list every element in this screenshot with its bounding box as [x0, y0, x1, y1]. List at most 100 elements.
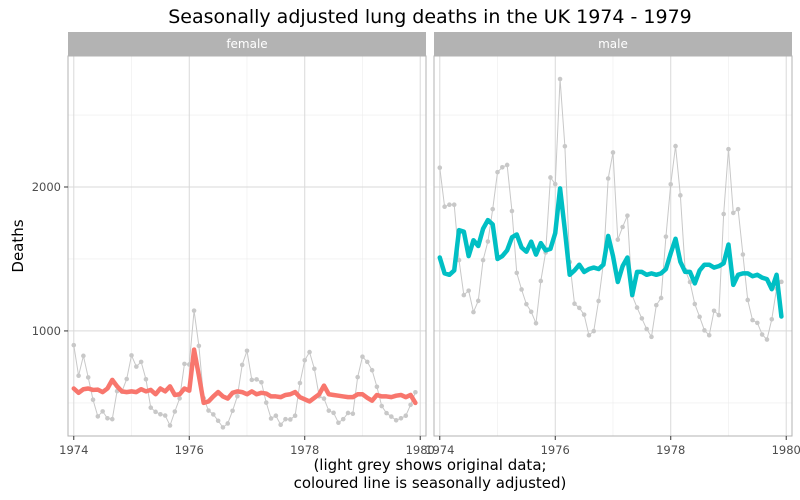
original-point: [750, 317, 755, 323]
original-point: [148, 405, 154, 410]
x-axis-title-line1: (light grey shows original data;: [313, 456, 546, 474]
original-point: [326, 408, 332, 413]
original-point: [485, 239, 491, 244]
original-point: [442, 204, 447, 210]
original-point: [495, 169, 500, 175]
original-point: [735, 206, 741, 212]
original-line-male: [439, 78, 782, 341]
original-point: [355, 374, 360, 380]
original-point: [581, 312, 587, 317]
original-point: [557, 76, 563, 82]
y-ticks: 1000 2000: [32, 180, 68, 338]
original-point: [759, 332, 765, 337]
original-series-female: [71, 308, 418, 430]
original-point: [702, 328, 707, 333]
original-point: [437, 165, 443, 170]
original-point: [721, 211, 726, 217]
y-tick-label: 1000: [32, 324, 61, 338]
original-point: [480, 257, 486, 263]
original-point: [331, 410, 336, 416]
original-point: [220, 425, 226, 430]
original-point: [239, 362, 245, 368]
original-point: [191, 308, 197, 313]
original-point: [591, 328, 597, 334]
original-point: [100, 409, 105, 414]
x-tick-label: 1976: [541, 443, 570, 457]
original-point: [90, 397, 96, 403]
original-point: [490, 206, 496, 212]
x-tick-label: 1980: [772, 443, 800, 457]
original-point: [572, 301, 577, 307]
original-point: [764, 337, 770, 342]
original-point: [634, 305, 640, 310]
x-ticks-female: 1974 1976 1978 1980: [59, 436, 435, 457]
original-point: [678, 193, 683, 198]
original-point: [447, 202, 452, 207]
strip-label-female: female: [226, 37, 267, 51]
original-point: [167, 423, 173, 428]
original-point: [109, 416, 115, 422]
strip-female: [68, 32, 426, 56]
original-point: [172, 409, 178, 414]
original-point: [85, 375, 91, 380]
original-point: [548, 175, 553, 180]
original-point: [673, 143, 678, 149]
panel-border-male: [433, 55, 793, 437]
original-point: [287, 417, 293, 422]
x-tick-label: 1980: [406, 443, 435, 457]
original-point: [398, 415, 404, 421]
original-point: [138, 359, 144, 365]
original-point: [711, 308, 717, 314]
original-point: [307, 349, 312, 355]
strip-label-male: male: [598, 37, 628, 51]
original-point: [740, 252, 746, 257]
original-point: [225, 421, 231, 426]
panel-female: female 1974 1976 1978 1980: [59, 32, 435, 457]
original-point: [524, 301, 529, 307]
y-tick-label: 2000: [32, 180, 61, 194]
panel-border-female: [67, 55, 427, 437]
x-tick-label: 1976: [175, 443, 204, 457]
original-point: [393, 418, 399, 423]
original-point: [413, 389, 418, 395]
x-tick-label: 1974: [59, 443, 88, 457]
original-point: [644, 326, 649, 332]
original-point: [230, 408, 235, 414]
original-point: [500, 164, 505, 170]
original-point: [71, 342, 77, 348]
original-point: [134, 364, 139, 369]
original-point: [268, 416, 274, 421]
original-point: [658, 295, 664, 301]
original-point: [625, 213, 630, 218]
original-point: [95, 414, 101, 419]
original-point: [649, 334, 654, 340]
original-point: [605, 176, 611, 181]
original-point: [244, 348, 250, 354]
original-point: [577, 305, 582, 311]
original-point: [687, 279, 693, 285]
x-ticks-male: 1974 1976 1978 1980: [425, 436, 800, 457]
original-point: [76, 373, 81, 378]
original-point: [153, 409, 158, 415]
y-axis-title: Deaths: [9, 219, 27, 272]
grid-female: [68, 56, 426, 436]
original-point: [653, 302, 659, 308]
original-point: [726, 146, 731, 152]
original-point: [211, 412, 216, 417]
adjusted-line-male: [437, 186, 784, 319]
original-point: [716, 312, 722, 318]
original-point: [755, 320, 760, 326]
original-point: [663, 234, 669, 239]
original-point: [182, 361, 187, 367]
original-point: [586, 332, 592, 338]
original-point: [461, 292, 467, 298]
chart-title: Seasonally adjusted lung deaths in the U…: [168, 6, 692, 28]
adjusted-line-female: [71, 347, 418, 406]
original-point: [451, 202, 457, 207]
original-point: [302, 357, 308, 363]
original-point: [249, 377, 255, 383]
original-point: [259, 380, 264, 385]
original-point: [206, 408, 211, 413]
x-axis-title-line2: coloured line is seasonally adjusted): [294, 474, 567, 492]
